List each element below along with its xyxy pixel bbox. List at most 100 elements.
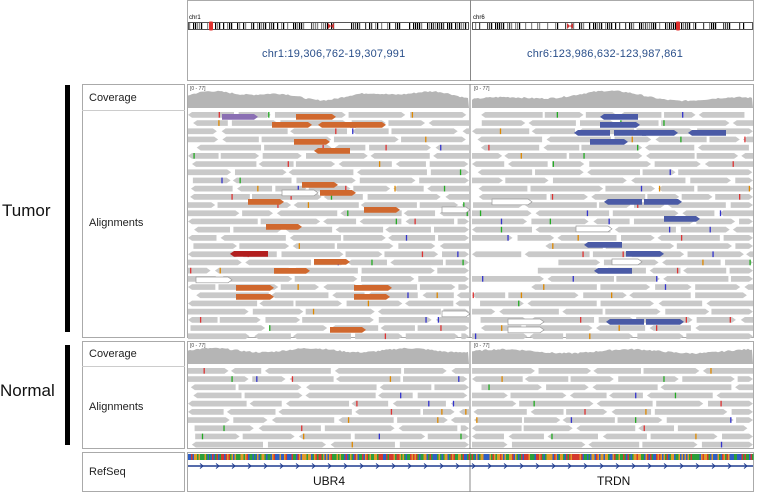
sequence-base xyxy=(372,454,375,460)
tumor-read-left xyxy=(367,194,441,200)
sequence-base xyxy=(225,454,228,460)
locus-left[interactable]: chr1:19,306,762-19,307,991 xyxy=(262,48,406,60)
tumor-read-left xyxy=(348,112,406,118)
normal-read-right xyxy=(546,384,589,391)
tumor-read-left xyxy=(188,259,242,266)
tumor-read-left xyxy=(346,300,403,307)
discordant-read xyxy=(302,182,338,188)
mismatch-mark xyxy=(680,136,682,143)
mismatch-mark xyxy=(556,112,559,118)
ideogram-band xyxy=(711,23,713,29)
sequence-base xyxy=(645,454,648,460)
ideogram-band xyxy=(479,23,481,29)
normal-read-right xyxy=(547,433,598,440)
sequence-base xyxy=(638,454,640,460)
mismatch-mark xyxy=(421,251,424,258)
discordant-read xyxy=(230,251,268,257)
gene-label-trdn[interactable]: TRDN xyxy=(597,474,631,488)
ideogram-band xyxy=(265,23,267,29)
discordant-read xyxy=(644,199,682,205)
normal-coverage-right xyxy=(472,348,753,364)
tumor-read-left xyxy=(234,169,287,176)
discordant-read xyxy=(600,114,638,120)
sequence-base xyxy=(497,454,499,460)
mismatch-mark xyxy=(645,409,647,415)
mismatch-mark xyxy=(669,169,671,176)
locus-right[interactable]: chr6:123,986,632-123,987,861 xyxy=(527,48,684,60)
normal-read-right xyxy=(481,384,542,391)
tumor-read-right xyxy=(552,177,627,184)
mismatch-mark xyxy=(739,194,741,200)
discordant-read xyxy=(294,139,330,145)
sequence-base xyxy=(341,454,343,460)
discordant-read xyxy=(236,294,274,300)
mismatch-mark xyxy=(611,292,613,299)
chr-left-name: chr1 xyxy=(189,15,201,21)
strand-arrow xyxy=(231,463,236,469)
mismatch-mark xyxy=(543,284,545,290)
tumor-read-right xyxy=(621,235,655,241)
refseq-label: RefSeq xyxy=(89,466,126,478)
ideogram-band xyxy=(377,23,379,29)
tumor-read-right xyxy=(593,218,630,225)
sequence-base xyxy=(752,454,754,460)
tumor-read-left xyxy=(220,153,260,159)
mismatch-mark xyxy=(443,185,446,192)
normal-read-right xyxy=(472,441,508,448)
mismatch-mark xyxy=(719,210,722,217)
sequence-base xyxy=(308,454,310,460)
ideogram-band xyxy=(415,23,417,29)
sequence-base xyxy=(470,454,472,460)
ideogram-band xyxy=(727,23,729,29)
tumor-read-right xyxy=(723,235,753,241)
sequence-base xyxy=(615,454,618,460)
mismatch-mark xyxy=(729,317,731,323)
mismatch-mark xyxy=(663,376,665,382)
tumor-read-right xyxy=(680,226,730,233)
sequence-base xyxy=(501,454,504,460)
tumor-read-left xyxy=(359,177,416,184)
gene-label-ubr4[interactable]: UBR4 xyxy=(313,474,346,488)
normal-read-left xyxy=(355,409,421,415)
chr6-ideogram[interactable] xyxy=(472,22,753,30)
normal-read-left xyxy=(330,441,395,448)
tumor-read-right xyxy=(569,153,643,159)
sequence-base xyxy=(731,454,733,460)
normal-read-right xyxy=(731,409,753,415)
sequence-base xyxy=(354,454,357,460)
mismatch-mark xyxy=(190,267,192,274)
tumor-read-left xyxy=(323,218,357,225)
ideogram-band xyxy=(633,23,635,29)
tumor-read-right xyxy=(690,177,731,184)
sequence-base xyxy=(236,454,238,460)
tumor-read-right xyxy=(729,267,753,274)
mismatch-mark xyxy=(371,259,373,266)
sequence-base xyxy=(188,454,190,460)
ideogram-band xyxy=(489,23,491,29)
normal-read-right xyxy=(666,417,734,423)
ideogram-band xyxy=(435,23,437,29)
ideogram-band xyxy=(229,23,231,29)
mismatch-mark xyxy=(472,292,474,299)
mismatch-mark xyxy=(411,112,414,118)
low-mapq-read xyxy=(507,318,545,326)
sequence-base xyxy=(435,454,438,460)
tumor-read-left xyxy=(188,128,217,135)
sequence-base xyxy=(447,454,450,460)
ideogram-band xyxy=(715,23,717,29)
sequence-base xyxy=(228,454,231,460)
sequence-base xyxy=(570,454,573,460)
tumor-read-right xyxy=(616,276,660,282)
mismatch-mark xyxy=(460,433,462,440)
tumor-read-right xyxy=(480,300,524,307)
normal-read-right xyxy=(646,392,713,399)
sequence-base xyxy=(689,454,691,460)
mismatch-mark xyxy=(640,185,643,192)
tumor-read-right xyxy=(591,194,646,200)
ideogram-band xyxy=(219,23,221,29)
sequence-base xyxy=(350,454,352,460)
sequence-base xyxy=(590,454,592,460)
tumor-read-right xyxy=(662,259,721,266)
mismatch-mark xyxy=(680,235,683,241)
